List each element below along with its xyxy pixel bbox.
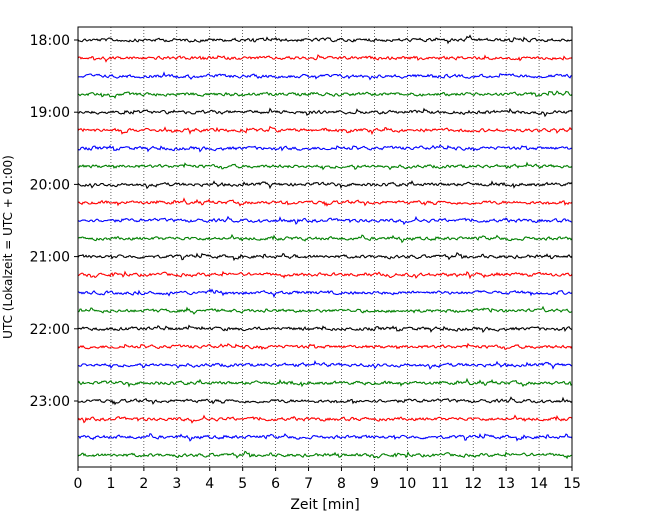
trace-14 bbox=[77, 288, 573, 299]
trace-7 bbox=[77, 161, 573, 171]
x-tick-label-3: 3 bbox=[172, 476, 181, 492]
x-tick-label-1: 1 bbox=[106, 476, 115, 492]
x-axis-label: Zeit [min] bbox=[290, 497, 359, 513]
trace-3 bbox=[77, 90, 573, 99]
trace-8 bbox=[77, 180, 573, 190]
x-tick-label-10: 10 bbox=[398, 476, 416, 492]
trace-6 bbox=[77, 144, 573, 153]
y-tick-label-21:00: 21:00 bbox=[30, 250, 70, 266]
y-tick-label-19:00: 19:00 bbox=[30, 105, 70, 121]
x-tick-label-15: 15 bbox=[563, 476, 581, 492]
plot-background bbox=[78, 27, 572, 467]
trace-4 bbox=[77, 107, 573, 118]
x-tick-label-0: 0 bbox=[74, 476, 83, 492]
trace-12 bbox=[77, 252, 573, 262]
y-axis-ticks: 18:00 19:00 20:00 21:00 22:00 23:00 bbox=[30, 33, 78, 410]
x-tick-label-11: 11 bbox=[431, 476, 449, 492]
trace-2 bbox=[77, 71, 573, 81]
trace-0 bbox=[77, 34, 573, 45]
x-tick-label-14: 14 bbox=[530, 476, 548, 492]
x-tick-label-9: 9 bbox=[370, 476, 379, 492]
trace-1 bbox=[77, 54, 573, 63]
plot-frame bbox=[77, 26, 573, 468]
x-tick-label-7: 7 bbox=[304, 476, 313, 492]
trace-9 bbox=[77, 197, 573, 207]
x-tick-label-12: 12 bbox=[464, 476, 482, 492]
trace-21 bbox=[77, 414, 573, 424]
trace-13 bbox=[77, 270, 573, 280]
trace-11 bbox=[77, 233, 573, 244]
y-tick-label-18:00: 18:00 bbox=[30, 33, 70, 49]
x-axis-ticks: 0 1 2 3 4 5 6 7 8 9 10 11 12 13 14 15 bbox=[74, 467, 581, 492]
seismic-traces bbox=[77, 34, 573, 460]
trace-17 bbox=[77, 342, 573, 351]
x-tick-label-5: 5 bbox=[238, 476, 247, 492]
trace-19 bbox=[77, 377, 573, 388]
grid-lines bbox=[110, 27, 540, 467]
trace-15 bbox=[77, 305, 573, 315]
x-tick-label-6: 6 bbox=[271, 476, 280, 492]
trace-23 bbox=[77, 450, 573, 460]
y-tick-label-23:00: 23:00 bbox=[30, 394, 70, 410]
trace-10 bbox=[77, 215, 573, 226]
trace-5 bbox=[77, 125, 573, 136]
trace-16 bbox=[77, 324, 573, 333]
trace-20 bbox=[77, 396, 573, 406]
y-tick-label-22:00: 22:00 bbox=[30, 322, 70, 338]
trace-18 bbox=[77, 360, 573, 370]
y-axis-label: UTC (Lokalzeit = UTC + 01:00) bbox=[1, 155, 15, 339]
x-tick-label-2: 2 bbox=[139, 476, 148, 492]
x-tick-label-13: 13 bbox=[497, 476, 515, 492]
x-tick-label-8: 8 bbox=[337, 476, 346, 492]
x-tick-label-4: 4 bbox=[205, 476, 214, 492]
y-tick-label-20:00: 20:00 bbox=[30, 177, 70, 193]
trace-22 bbox=[77, 432, 573, 442]
